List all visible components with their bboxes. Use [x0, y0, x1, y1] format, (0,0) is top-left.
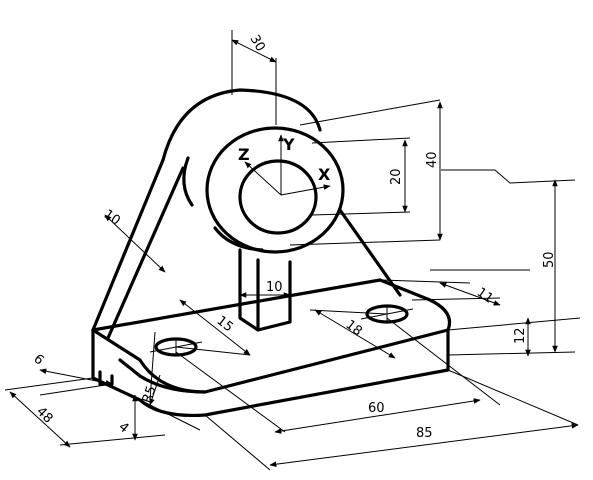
- dim-40: 40: [425, 151, 440, 168]
- dim-48: 48: [33, 404, 55, 426]
- upright-inner-curl: [182, 156, 194, 207]
- dim-12: 12: [513, 327, 528, 344]
- base-top-face: [91, 278, 452, 394]
- upright-left-edge: [91, 158, 165, 332]
- dim-10-slot: 10: [266, 280, 283, 295]
- boss-back-edge: [213, 226, 264, 252]
- dim-18: 18: [343, 317, 365, 339]
- dim-6: 6: [30, 352, 46, 369]
- dim-10-rib: 10: [101, 207, 123, 229]
- axis-label-x: X: [318, 165, 331, 184]
- base-lower-edge: [118, 358, 207, 394]
- coordinate-axes: Y X Z: [238, 134, 331, 196]
- dim-50: 50: [542, 251, 557, 268]
- dim-r5: R5: [140, 384, 160, 405]
- boss-bore: [238, 159, 318, 235]
- dim-11: 11: [474, 285, 496, 307]
- dim-4: 4: [115, 420, 131, 437]
- dim-85: 85: [416, 426, 433, 441]
- dimension-lines: [9, 39, 579, 467]
- boss-outer-face: [205, 126, 345, 254]
- dim-20: 20: [389, 168, 404, 185]
- dim-15: 15: [214, 313, 236, 335]
- dim-30: 30: [247, 33, 268, 55]
- dimension-labels: 30 40 20 50 12 11 10 10 15 18 60 85 6 48…: [30, 33, 557, 442]
- axis-label-y: Y: [282, 135, 295, 154]
- dim-60: 60: [368, 401, 385, 416]
- axis-label-z: Z: [238, 145, 250, 164]
- upright-arc: [161, 88, 322, 162]
